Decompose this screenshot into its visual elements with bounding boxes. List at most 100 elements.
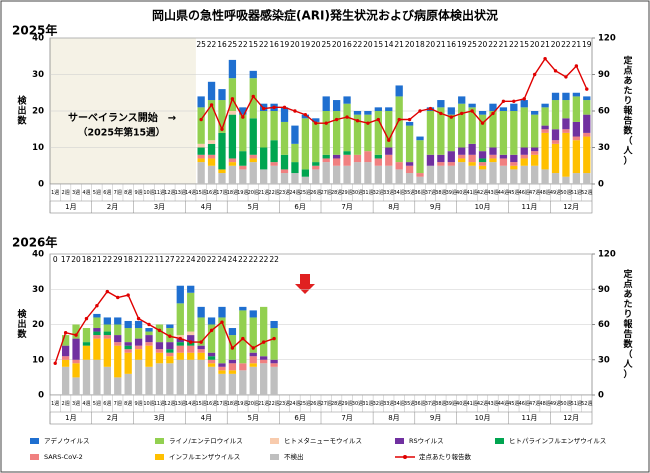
bar-segment [207, 363, 216, 367]
bar-segment [437, 107, 445, 155]
report-marker [261, 340, 266, 344]
bar-segment [197, 143, 205, 148]
bar-segment [458, 103, 466, 148]
x-tick-label: 38週 [435, 400, 446, 407]
bar-segment [385, 111, 393, 148]
sample-count-label: 22 [103, 255, 113, 264]
sample-count-label: 22 [259, 255, 269, 264]
y-tick-label: 10 [32, 143, 44, 153]
bar-segment [249, 356, 257, 364]
report-marker [553, 69, 558, 73]
report-marker [293, 109, 297, 113]
x-tick-label: 37週 [425, 400, 436, 407]
bar-segment [228, 328, 237, 336]
x-tick-label: 40週 [456, 400, 467, 407]
bar-segment [583, 100, 591, 115]
bar-segment [291, 162, 299, 174]
bar-segment [228, 59, 237, 79]
bar-segment [103, 331, 111, 336]
x-tick-label: 19週 [237, 189, 248, 196]
bar-segment [187, 285, 195, 293]
bar-segment [520, 107, 528, 148]
x-tick-label: 44週 [498, 189, 509, 196]
bar-segment [374, 165, 382, 184]
bar-segment [416, 140, 424, 174]
report-marker [376, 117, 381, 122]
sample-count-label: 15 [374, 40, 384, 49]
bar-segment [218, 373, 226, 395]
bar-segment [270, 140, 278, 163]
report-marker [178, 336, 182, 341]
report-marker [387, 138, 391, 142]
bar-segment [239, 151, 247, 166]
report-marker [449, 115, 453, 119]
bar-segment [249, 118, 257, 155]
bar-segment [134, 338, 143, 346]
report-marker [585, 87, 589, 91]
bar-segment [176, 335, 184, 339]
month-label: 4月 [201, 203, 212, 211]
bar-segment [260, 169, 268, 184]
bar-segment [239, 310, 247, 364]
y2-tick-label: 0 [598, 180, 604, 190]
report-line [54, 290, 275, 364]
x-tick-label: 16週 [206, 400, 217, 407]
bar-segment [322, 162, 330, 184]
x-tick-label: 25週 [300, 400, 311, 407]
bar-segment [249, 352, 257, 357]
x-tick-label: 36週 [414, 189, 425, 196]
bar-segment [458, 96, 466, 104]
report-marker [480, 121, 485, 125]
bar-segment [166, 363, 174, 395]
report-marker [209, 328, 214, 333]
y2-tick-label: 120 [598, 250, 616, 260]
x-tick-label: 37週 [425, 189, 436, 196]
x-tick-label: 22週 [268, 400, 279, 407]
bar-segment [197, 317, 205, 346]
report-marker [491, 111, 495, 116]
x-tick-label: 36週 [414, 400, 425, 407]
y2-axis-label-char: 人 [622, 359, 633, 370]
report-marker [407, 117, 412, 122]
report-marker [345, 115, 349, 119]
sample-count-label: 20 [530, 40, 540, 49]
bar-segment [385, 107, 393, 111]
bar-segment [312, 165, 320, 170]
bar-segment [249, 310, 257, 318]
month-label: 7月 [341, 414, 352, 422]
y2-axis-label-char: ） [623, 369, 632, 380]
sample-count-label: 22 [176, 255, 186, 264]
bar-segment [103, 335, 111, 339]
bar-segment [103, 366, 111, 395]
bar-segment [562, 129, 570, 133]
y-tick-label: 20 [32, 320, 44, 330]
report-marker [53, 361, 57, 365]
bar-segment [124, 349, 132, 353]
x-tick-label: 27週 [321, 400, 332, 407]
x-tick-label: 40週 [456, 189, 467, 196]
sample-count-label: 25 [196, 40, 206, 49]
bar-segment [447, 114, 455, 152]
bar-segment [270, 165, 278, 184]
x-tick-label: 41週 [466, 400, 477, 407]
bar-segment [124, 342, 132, 346]
bar-segment [260, 111, 268, 148]
report-marker [564, 75, 568, 79]
x-tick-label: 27週 [321, 189, 332, 196]
bar-segment [447, 165, 455, 184]
x-tick-label: 16週 [206, 189, 217, 196]
bar-segment [187, 352, 195, 360]
report-marker [428, 106, 433, 111]
bar-segment [312, 162, 320, 166]
x-tick-label: 42週 [477, 189, 488, 196]
bar-segment [176, 338, 184, 343]
bar-segment [207, 165, 216, 184]
y2-axis-label-char: あ [623, 289, 632, 300]
bar-segment [218, 89, 226, 101]
legend-swatch [30, 438, 39, 444]
bar-segment [562, 92, 570, 101]
x-tick-label: 50週 [560, 400, 571, 407]
bar-segment [322, 111, 330, 155]
month-label: 2月 [107, 203, 118, 211]
y2-tick-label: 0 [598, 391, 604, 401]
